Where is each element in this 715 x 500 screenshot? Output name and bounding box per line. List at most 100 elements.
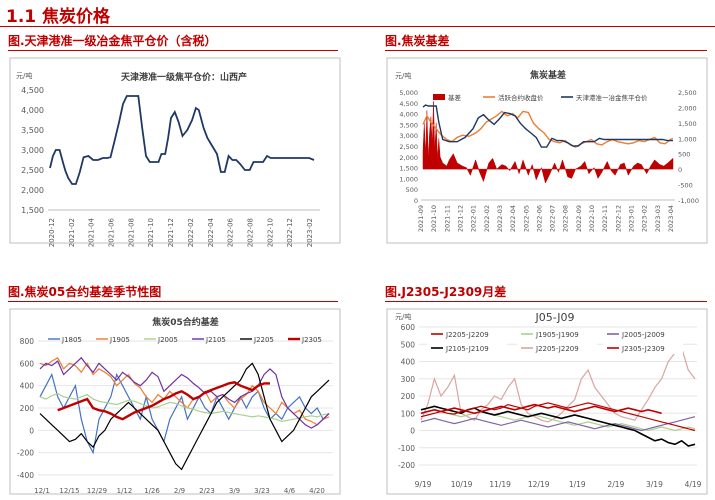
y-left-tick-label: 5,000 (399, 89, 418, 97)
x-tick-label: 4/20 (309, 487, 325, 495)
y-tick-label: 500 (401, 340, 416, 349)
x-tick-label: 10/19 (451, 480, 473, 489)
legend-label: J2005-J2009 (621, 331, 665, 339)
chart-05-basis-seasonal: 焦炭05合约基差 -400 -200 0 200 400 600 800 12/1 12/15 12… (9, 308, 341, 495)
y-tick-label: 0 (410, 427, 415, 436)
x-tick-label: 12/15 (59, 487, 79, 495)
x-tick-label: 2022-12 (614, 205, 622, 232)
x-tick-label: 2023-04 (667, 205, 675, 232)
y-right-tick-label: 0 (678, 166, 682, 174)
legend-label: J2005 (157, 336, 178, 344)
x-tick-label: 2022-12 (286, 218, 294, 247)
chart-border (386, 57, 708, 244)
x-tick-label: 2021-09 (417, 205, 425, 232)
y-tick-label: 400 (20, 382, 35, 391)
legend-bg (427, 329, 507, 340)
y-axis-unit: 元/吨 (395, 312, 411, 321)
x-tick-label: 2022-10 (588, 205, 596, 232)
y-tick-label: 600 (20, 359, 35, 368)
x-tick-label: 2022-02 (187, 218, 195, 247)
y-tick-label: 4,500 (21, 86, 44, 95)
y-tick-label: 2,500 (21, 166, 44, 175)
basis-area (422, 101, 674, 184)
legend-bg (427, 343, 507, 354)
section-title: 1.1 焦炭价格 (6, 7, 111, 27)
y-tick-label: 200 (20, 404, 35, 413)
x-tick-label: 2022-05 (522, 205, 530, 232)
x-tick-label: 2021-12 (167, 218, 175, 247)
y-left-tick-label: 2,000 (399, 154, 418, 162)
x-tick-label: 2023-03 (654, 205, 662, 232)
x-tick-label: 2021-12 (456, 205, 464, 232)
series-line (420, 403, 662, 415)
y-axis-unit: 元/吨 (16, 71, 32, 80)
x-tick-label: 11/19 (489, 480, 511, 489)
figure-caption-1: 图.天津港准一级冶金焦平仓价（含税） (8, 34, 217, 48)
x-tick-label: 2023-02 (306, 218, 314, 247)
chart-border (9, 57, 341, 244)
y-tick-label: 0 (29, 426, 34, 435)
legend-label: J2305 (301, 336, 322, 344)
legend-label: J1805 (61, 336, 82, 344)
y-right-tick-label: 1,000 (678, 135, 697, 143)
x-tick-label: 2022-04 (509, 205, 517, 232)
legend-bg (517, 329, 597, 340)
y-right-tick-label: 500 (678, 151, 690, 159)
chart-title: J05-J09 (534, 311, 574, 324)
y-left-tick-label: 2,500 (399, 143, 418, 151)
x-tick-label: 12/19 (528, 480, 550, 489)
figure-caption-2: 图.焦炭基差 (385, 34, 450, 48)
y-tick-label: 200 (401, 392, 416, 401)
legend-label: 活跃合约收盘价 (498, 93, 544, 102)
y-left-tick-label: 1,000 (399, 175, 418, 183)
legend-label: J2105 (205, 336, 226, 344)
legend-bg (603, 343, 683, 354)
y-tick-label: 4,000 (21, 106, 44, 115)
x-tick-label: 2/19 (607, 480, 624, 489)
figure-caption-4-rule (385, 301, 707, 302)
x-tick-label: 2021-11 (443, 205, 451, 232)
series-line (39, 356, 330, 429)
series-line (420, 346, 696, 423)
x-tick-label: 2021-08 (127, 218, 135, 247)
y-tick-label: 1,500 (21, 206, 44, 215)
x-tick-label: 2021-02 (68, 218, 76, 247)
price-line (49, 95, 315, 185)
x-tick-label: 2022-01 (470, 205, 478, 232)
x-tick-label: 2022-10 (266, 218, 274, 247)
chart-tianjin-price: 元/吨 天津港准一级焦平仓价：山西产 1,500 2,000 2,500 3,000 3,5… (9, 57, 341, 247)
legend-label: J1905-J1909 (535, 331, 579, 339)
y-tick-label: 300 (401, 375, 416, 384)
x-tick-label: 2021-04 (88, 217, 96, 247)
y-right-tick-label: 1,500 (678, 120, 697, 128)
y-left-tick-label: 0 (414, 197, 418, 205)
legend-swatch (433, 94, 445, 100)
x-tick-label: 2022-09 (575, 205, 583, 232)
legend-label: J1905 (109, 336, 130, 344)
section-divider (0, 26, 715, 27)
figure-caption-1-rule (8, 50, 338, 51)
legend-label: 天津港准一冶金焦平仓价 (576, 93, 648, 102)
x-tick-label: 3/23 (254, 487, 270, 495)
x-tick-label: 12/1 (34, 487, 50, 495)
y-tick-label: 800 (20, 337, 35, 346)
x-tick-label: 4/19 (685, 480, 702, 489)
y-right-tick-label: -1,000 (678, 197, 699, 205)
y-left-tick-label: 3,500 (399, 121, 418, 129)
x-tick-label: 2022-04 (207, 217, 215, 247)
y-tick-label: -200 (17, 449, 34, 458)
x-tick-label: 2023-02 (641, 205, 649, 232)
y-tick-label: -200 (398, 461, 415, 470)
chart-coke-basis: 元/吨 焦炭基差 0 500 1,000 1,500 2,000 2,500 3,000 3,50… (386, 57, 708, 244)
series-line (39, 356, 330, 426)
y-left-tick-label: 1,500 (399, 165, 418, 173)
x-tick-label: 4/6 (284, 487, 296, 495)
y-left-tick-label: 4,000 (399, 111, 418, 119)
series-line (57, 381, 270, 421)
chart-title: 焦炭05合约基差 (151, 316, 219, 328)
x-tick-label: 12/29 (87, 487, 107, 495)
y-tick-label: 400 (401, 358, 416, 367)
x-tick-label: 2022-02 (483, 205, 491, 232)
legend-label: J2205-J2209 (535, 345, 579, 353)
figure-caption-3-rule (8, 301, 338, 302)
